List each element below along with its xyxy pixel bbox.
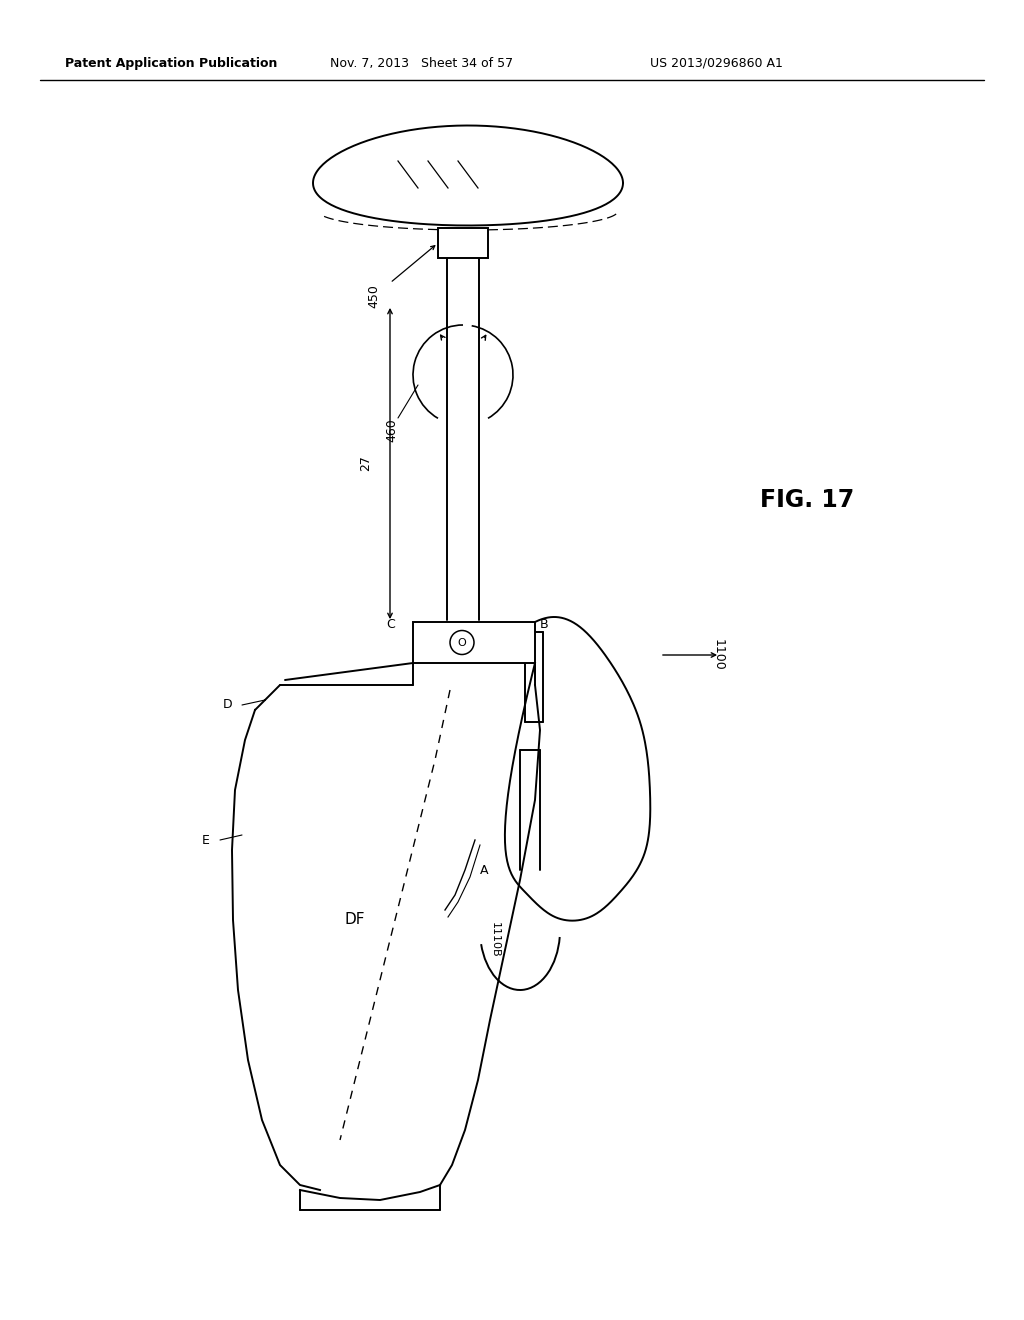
Text: Nov. 7, 2013   Sheet 34 of 57: Nov. 7, 2013 Sheet 34 of 57 — [330, 57, 513, 70]
Text: Patent Application Publication: Patent Application Publication — [65, 57, 278, 70]
Text: C: C — [386, 618, 395, 631]
Bar — [413, 622, 535, 663]
Text: D: D — [222, 698, 232, 711]
Text: 450: 450 — [367, 284, 380, 308]
Text: 1100: 1100 — [712, 639, 725, 671]
Text: A: A — [480, 863, 488, 876]
Text: 27: 27 — [359, 455, 372, 471]
Text: O: O — [458, 638, 466, 648]
Text: US 2013/0296860 A1: US 2013/0296860 A1 — [650, 57, 783, 70]
Text: E: E — [202, 833, 210, 846]
Text: 460: 460 — [385, 418, 398, 442]
Text: FIG. 17: FIG. 17 — [760, 488, 854, 512]
Bar — [438, 228, 488, 257]
Text: B: B — [540, 618, 549, 631]
Text: 1110B: 1110B — [490, 923, 500, 958]
Text: DF: DF — [345, 912, 366, 928]
